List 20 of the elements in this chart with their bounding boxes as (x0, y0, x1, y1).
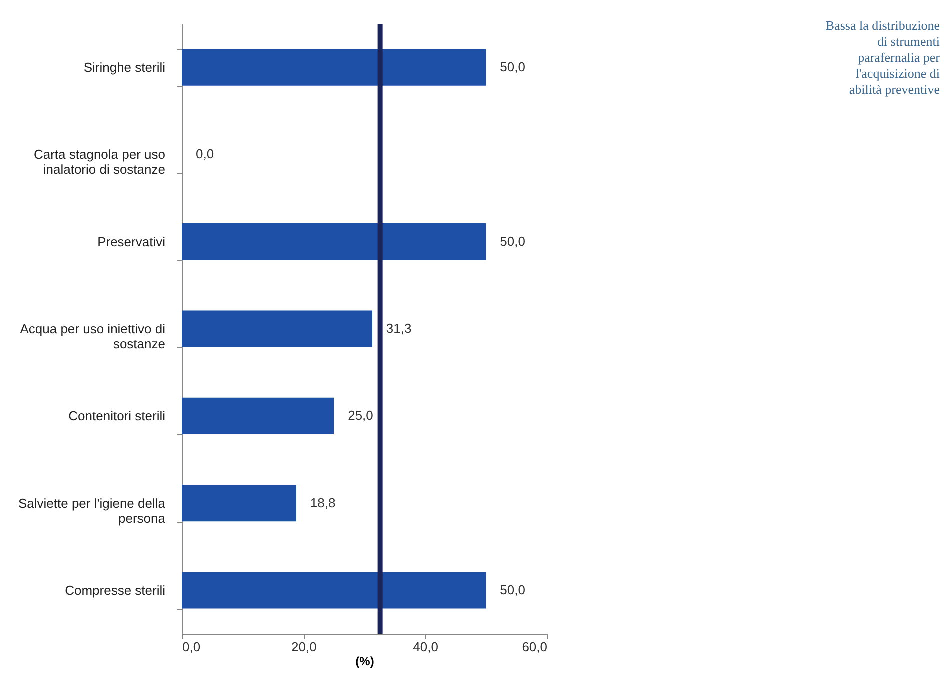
x-axis-title: (%) (356, 654, 374, 668)
y-tick-label: Contenitori sterili (68, 408, 166, 424)
x-tick-label: 60,0 (522, 640, 548, 654)
y-tick-label: Salviette per l'igiene della persona (18, 496, 166, 526)
data-label: 50,0 (500, 582, 526, 598)
data-label: 25,0 (348, 408, 374, 424)
y-tick-label: Acqua per uso iniettivo di sostanze (20, 322, 166, 352)
x-tick-label: 0,0 (182, 640, 201, 654)
x-tick-label: 20,0 (292, 640, 317, 654)
x-tick-label: 40,0 (413, 640, 438, 654)
y-tick-label: Carta stagnola per uso inalatorio di sostanze (34, 147, 166, 178)
y-tick-label: Compresse sterili (65, 582, 166, 598)
text: Bassa la distribuzione di strumenti parafernalia per l'acquisizione di abilità preventive (824, 18, 940, 98)
data-label: 18,8 (310, 495, 336, 510)
y-tick-label: Siringhe sterili (84, 60, 166, 76)
data-label: 50,0 (500, 60, 526, 75)
data-label: 31,3 (386, 321, 412, 336)
data-label: 0,0 (196, 146, 214, 162)
data-label: 50,0 (500, 234, 526, 249)
y-tick-label: Preservativi (98, 234, 166, 250)
